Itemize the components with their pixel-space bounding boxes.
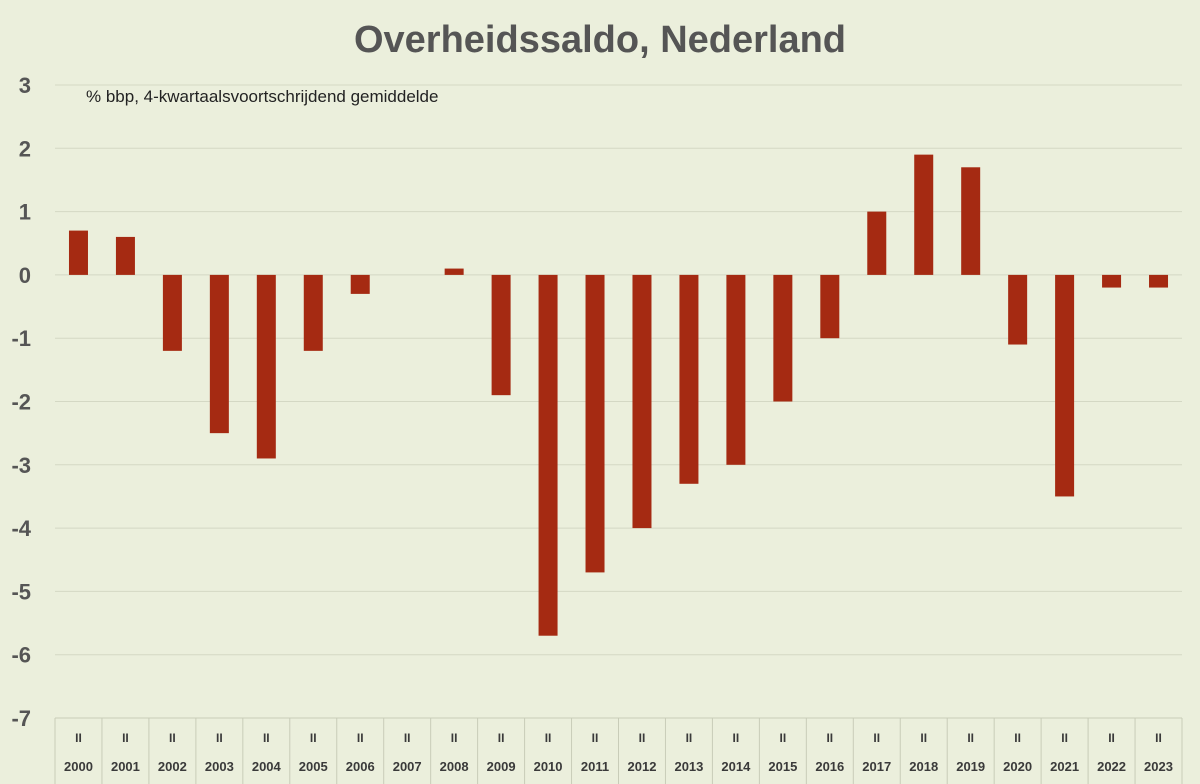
y-tick-label: -7: [11, 706, 31, 731]
y-tick-label: 3: [19, 73, 31, 98]
x-quarter-label: II: [357, 731, 364, 745]
bar-2023: [1149, 274, 1169, 288]
bar-2014: [726, 274, 746, 465]
bar-2010: [538, 274, 558, 636]
bar-2021: [1055, 274, 1075, 497]
bar-2022: [1102, 274, 1122, 288]
x-quarter-label: II: [122, 731, 129, 745]
x-year-label: 2009: [487, 759, 516, 774]
x-quarter-label: II: [592, 731, 599, 745]
y-tick-label: 2: [19, 136, 31, 161]
x-quarter-label: II: [498, 731, 505, 745]
x-year-label: 2017: [862, 759, 891, 774]
bars: [68, 154, 1169, 636]
y-tick-label: -4: [11, 516, 31, 541]
y-tick-label: -3: [11, 453, 31, 478]
x-year-label: 2011: [581, 759, 609, 774]
x-year-label: 2005: [299, 759, 328, 774]
bar-2002: [162, 274, 182, 351]
x-quarter-label: II: [826, 731, 833, 745]
x-year-label: 2012: [628, 759, 657, 774]
bar-2016: [820, 274, 840, 339]
chart-title: Overheidssaldo, Nederland: [354, 19, 846, 61]
y-tick-label: -2: [11, 390, 31, 415]
bar-2006: [350, 274, 370, 294]
bar-2015: [773, 274, 793, 402]
x-quarter-label: II: [639, 731, 646, 745]
y-tick-label: -5: [11, 579, 31, 604]
bar-2017: [867, 211, 887, 275]
x-year-label: 2010: [534, 759, 563, 774]
x-year-label: 2018: [909, 759, 938, 774]
x-quarter-label: II: [733, 731, 740, 745]
x-year-label: 2004: [252, 759, 282, 774]
x-quarter-label: II: [404, 731, 411, 745]
x-quarter-label: II: [310, 731, 317, 745]
x-quarter-label: II: [169, 731, 176, 745]
bar-2005: [303, 274, 323, 351]
x-quarter-label: II: [780, 731, 787, 745]
x-quarter-label: II: [545, 731, 552, 745]
x-quarter-label: II: [1108, 731, 1115, 745]
x-year-label: 2008: [440, 759, 469, 774]
x-year-label: 2020: [1003, 759, 1032, 774]
x-quarter-label: II: [75, 731, 82, 745]
bar-2008: [444, 268, 464, 275]
x-year-label: 2014: [721, 759, 751, 774]
x-quarter-label: II: [451, 731, 458, 745]
bar-2020: [1008, 274, 1028, 345]
y-tick-label: 0: [19, 263, 31, 288]
bar-2013: [679, 274, 699, 484]
x-year-label: 2003: [205, 759, 234, 774]
x-quarter-label: II: [920, 731, 927, 745]
x-quarter-label: II: [1061, 731, 1068, 745]
x-axis: II 2000 II 2001 II 2002 II 2003 II 2004 II 2005 II 20…: [54, 717, 1183, 784]
y-tick-label: -6: [11, 643, 31, 668]
bar-2009: [491, 274, 511, 396]
x-year-label: 2019: [956, 759, 985, 774]
bar-2019: [961, 167, 981, 275]
bar-2000: [68, 230, 88, 275]
x-quarter-label: II: [1014, 731, 1021, 745]
x-year-label: 2023: [1144, 759, 1173, 774]
x-year-label: 2022: [1097, 759, 1126, 774]
y-tick-label: -1: [11, 326, 31, 351]
x-year-label: 2015: [768, 759, 797, 774]
bar-2012: [632, 274, 652, 529]
bar-2011: [585, 274, 605, 573]
x-year-label: 2013: [674, 759, 703, 774]
bar-2018: [914, 154, 934, 275]
x-quarter-label: II: [263, 731, 270, 745]
bar-2003: [209, 274, 229, 434]
x-year-label: 2001: [111, 759, 140, 774]
x-year-label: 2021: [1050, 759, 1079, 774]
x-year-label: 2006: [346, 759, 375, 774]
bar-2001: [115, 236, 135, 275]
x-year-label: 2000: [64, 759, 93, 774]
x-quarter-label: II: [967, 731, 974, 745]
chart-subtitle: % bbp, 4-kwartaalsvoortschrijdend gemidd…: [86, 87, 438, 106]
x-quarter-label: II: [216, 731, 223, 745]
bar-2004: [256, 274, 276, 459]
x-quarter-label: II: [686, 731, 693, 745]
x-year-label: 2007: [393, 759, 422, 774]
x-year-label: 2016: [815, 759, 844, 774]
y-axis-ticks: 3 2 1 0 -1 -2 -3 -4 -5 -6 -7: [11, 73, 31, 731]
x-year-label: 2002: [158, 759, 187, 774]
y-tick-label: 1: [19, 200, 31, 225]
x-quarter-label: II: [873, 731, 880, 745]
x-quarter-label: II: [1155, 731, 1162, 745]
